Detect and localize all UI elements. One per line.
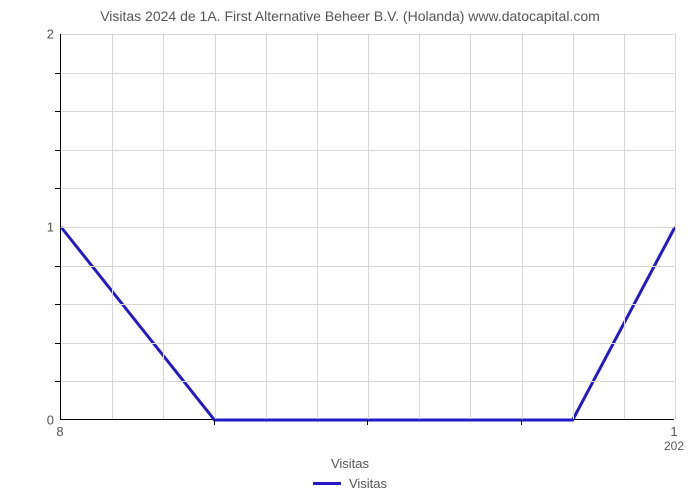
- gridline-horizontal-minor: [61, 150, 674, 151]
- gridline-horizontal: [61, 227, 674, 228]
- y-minor-tick: [55, 188, 60, 189]
- gridline-horizontal-minor: [61, 304, 674, 305]
- y-minor-tick: [55, 381, 60, 382]
- y-minor-tick: [55, 266, 60, 267]
- gridline-horizontal-minor: [61, 343, 674, 344]
- gridline-horizontal-minor: [61, 73, 674, 74]
- chart-title: Visitas 2024 de 1A. First Alternative Be…: [0, 8, 700, 24]
- gridline-horizontal-minor: [61, 111, 674, 112]
- y-tick-label: 2: [36, 27, 54, 42]
- gridline-horizontal-minor: [61, 266, 674, 267]
- y-tick-label: 1: [36, 220, 54, 235]
- y-minor-tick: [55, 150, 60, 151]
- x-tick-sublabel: 202: [664, 439, 684, 453]
- y-tick-label: 0: [36, 413, 54, 428]
- x-minor-tick: [367, 420, 368, 425]
- y-minor-tick: [55, 343, 60, 344]
- legend-label: Visitas: [349, 476, 387, 491]
- y-minor-tick: [55, 111, 60, 112]
- gridline-horizontal: [61, 34, 674, 35]
- legend: Visitas: [0, 476, 700, 491]
- x-minor-tick: [521, 420, 522, 425]
- x-minor-tick: [214, 420, 215, 425]
- legend-swatch: [313, 482, 341, 485]
- plot-area: [60, 34, 674, 420]
- x-tick-label: 8: [56, 424, 63, 439]
- gridline-horizontal-minor: [61, 188, 674, 189]
- x-tick-label: 1: [670, 424, 677, 439]
- gridline-vertical: [675, 34, 676, 419]
- gridline-horizontal-minor: [61, 381, 674, 382]
- y-minor-tick: [55, 73, 60, 74]
- x-axis-title: Visitas: [0, 456, 700, 471]
- y-minor-tick: [55, 304, 60, 305]
